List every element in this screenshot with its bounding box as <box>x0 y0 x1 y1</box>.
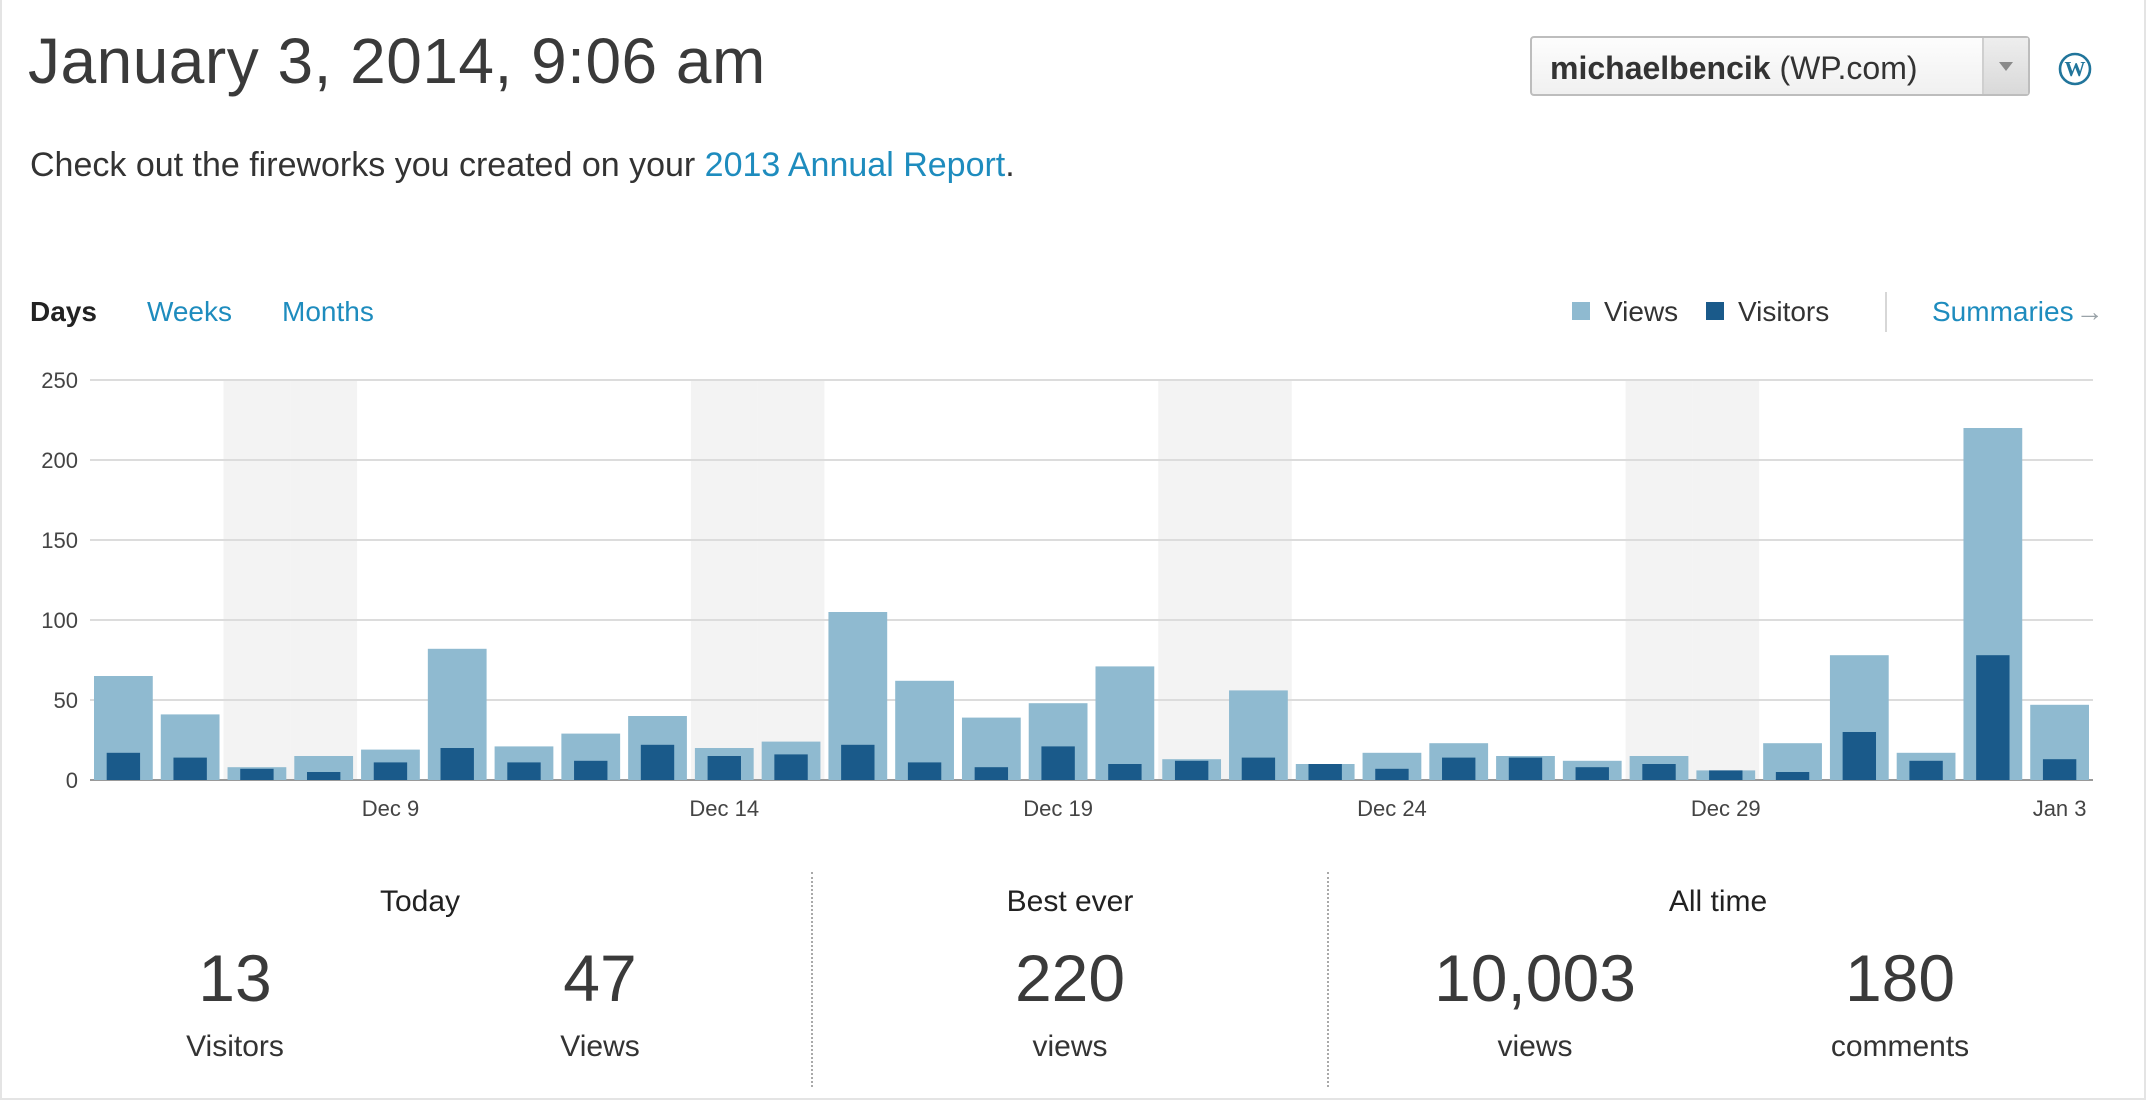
weekend-band <box>290 380 358 780</box>
bar-visitors <box>1775 772 1810 780</box>
bar-visitors <box>841 744 875 780</box>
stat-label-today-views: Views <box>560 1030 640 1063</box>
bar-visitors <box>707 756 741 780</box>
bar-visitors <box>1375 768 1409 780</box>
bar-visitors <box>1976 655 2010 780</box>
bar-visitors <box>1575 767 1609 780</box>
chevron-down-icon[interactable] <box>1982 38 2028 94</box>
annual-report-promo: Check out the fireworks you created on y… <box>30 146 1015 185</box>
bar-visitors <box>1909 760 1943 780</box>
wordpress-logo-icon[interactable]: W <box>2058 52 2092 86</box>
bar-visitors <box>1108 764 1142 780</box>
bar-visitors <box>974 767 1009 780</box>
bar-visitors <box>1442 757 1476 780</box>
legend-swatch-views <box>1572 302 1590 320</box>
stat-label-today-visitors: Visitors <box>186 1030 284 1063</box>
x-tick-label: Dec 9 <box>362 796 419 821</box>
stat-label-all-time-comments: comments <box>1830 1030 1970 1063</box>
account-select[interactable]: michaelbencik (WP.com) <box>1530 36 2030 96</box>
weekend-band <box>1158 380 1226 780</box>
bar-visitors <box>440 748 474 780</box>
account-suffix: (WP.com) <box>1779 50 1918 86</box>
stat-value-all-time-comments: 180 <box>1844 941 1956 1015</box>
bar-visitors <box>907 762 942 780</box>
legend-divider <box>1885 292 1887 332</box>
x-tick-label: Jan 3 <box>2033 796 2087 821</box>
x-tick-label: Dec 24 <box>1357 796 1427 821</box>
stat-heading-today: Today <box>379 885 461 918</box>
period-tabs: Days Weeks Months <box>30 296 424 328</box>
promo-text: Check out the fireworks you created on y… <box>30 146 705 184</box>
views-chart: 0 50 100 150 200 250 Dec 9 Dec 14 Dec 19 Dec 24 De… <box>41 368 2093 821</box>
bar-visitors <box>1508 757 1543 780</box>
bar-visitors <box>774 754 808 780</box>
stat-value-today-views: 47 <box>563 941 637 1015</box>
bar-visitors <box>240 768 274 780</box>
weekend-band <box>690 380 758 780</box>
legend-label-views: Views <box>1604 296 1679 327</box>
stats-divider <box>811 872 813 1087</box>
account-select-value: michaelbencik (WP.com) <box>1550 50 1918 87</box>
chart-legend: Views Visitors <box>1572 296 1849 328</box>
tab-weeks[interactable]: Weeks <box>146 296 233 327</box>
bar-visitors <box>507 762 541 780</box>
bar-visitors <box>640 744 675 780</box>
stat-value-best-views: 220 <box>1014 941 1126 1015</box>
x-tick-label: Dec 14 <box>689 796 759 821</box>
stat-heading-all-time: All time <box>1668 885 1768 918</box>
page-title-datetime: January 3, 2014, 9:06 am <box>28 25 766 97</box>
bar-visitors <box>373 762 408 780</box>
bar-visitors <box>1174 760 1209 780</box>
bar-visitors <box>1041 746 1075 780</box>
stats-summary: Today 13 Visitors 47 Views Best ever 220… <box>0 870 2146 1100</box>
bar-views <box>1095 666 1155 780</box>
y-tick-label: 100 <box>41 608 78 633</box>
legend-item-views: Views <box>1572 296 1678 328</box>
bar-visitors <box>1642 764 1676 780</box>
stat-label-all-time-views: views <box>1497 1030 1573 1063</box>
bar-visitors <box>1241 757 1276 780</box>
bar-visitors <box>106 752 141 780</box>
account-username: michaelbencik <box>1550 50 1771 86</box>
legend-swatch-visitors <box>1705 302 1724 320</box>
bar-visitors <box>574 760 608 780</box>
summaries-link[interactable]: Summaries→ <box>1932 296 2104 328</box>
x-tick-label: Dec 19 <box>1023 796 1093 821</box>
legend-label-visitors: Visitors <box>1737 296 1830 327</box>
y-tick-label: 0 <box>66 768 78 793</box>
bar-visitors <box>1842 732 1877 780</box>
weekend-band <box>1692 380 1760 780</box>
bar-visitors <box>2042 759 2077 780</box>
weekend-band <box>223 380 291 780</box>
x-tick-label: Dec 29 <box>1691 796 1761 821</box>
bar-visitors <box>306 772 341 780</box>
y-tick-label: 250 <box>41 368 78 393</box>
stats-divider <box>1327 872 1329 1087</box>
bar-visitors <box>1308 764 1342 780</box>
summaries-label: Summaries <box>1932 296 2074 327</box>
bar-visitors <box>173 757 207 780</box>
annual-report-link[interactable]: 2013 Annual Report <box>704 146 1006 184</box>
bar-visitors <box>1709 770 1743 780</box>
tab-months[interactable]: Months <box>282 296 374 327</box>
promo-suffix: . <box>1005 146 1015 184</box>
stat-label-best-views: views <box>1032 1030 1108 1063</box>
stat-heading-best-ever: Best ever <box>1006 885 1134 918</box>
stat-value-all-time-views: 10,003 <box>1434 941 1636 1015</box>
stat-value-today-visitors: 13 <box>198 941 272 1015</box>
y-tick-label: 150 <box>41 528 78 553</box>
y-tick-label: 200 <box>41 448 78 473</box>
arrow-right-icon: → <box>2075 296 2104 327</box>
svg-text:W: W <box>2065 57 2086 81</box>
weekend-band <box>1625 380 1693 780</box>
tab-days[interactable]: Days <box>30 296 97 327</box>
weekend-band <box>757 380 825 780</box>
y-tick-label: 50 <box>54 688 78 713</box>
legend-item-visitors: Visitors <box>1705 296 1830 328</box>
